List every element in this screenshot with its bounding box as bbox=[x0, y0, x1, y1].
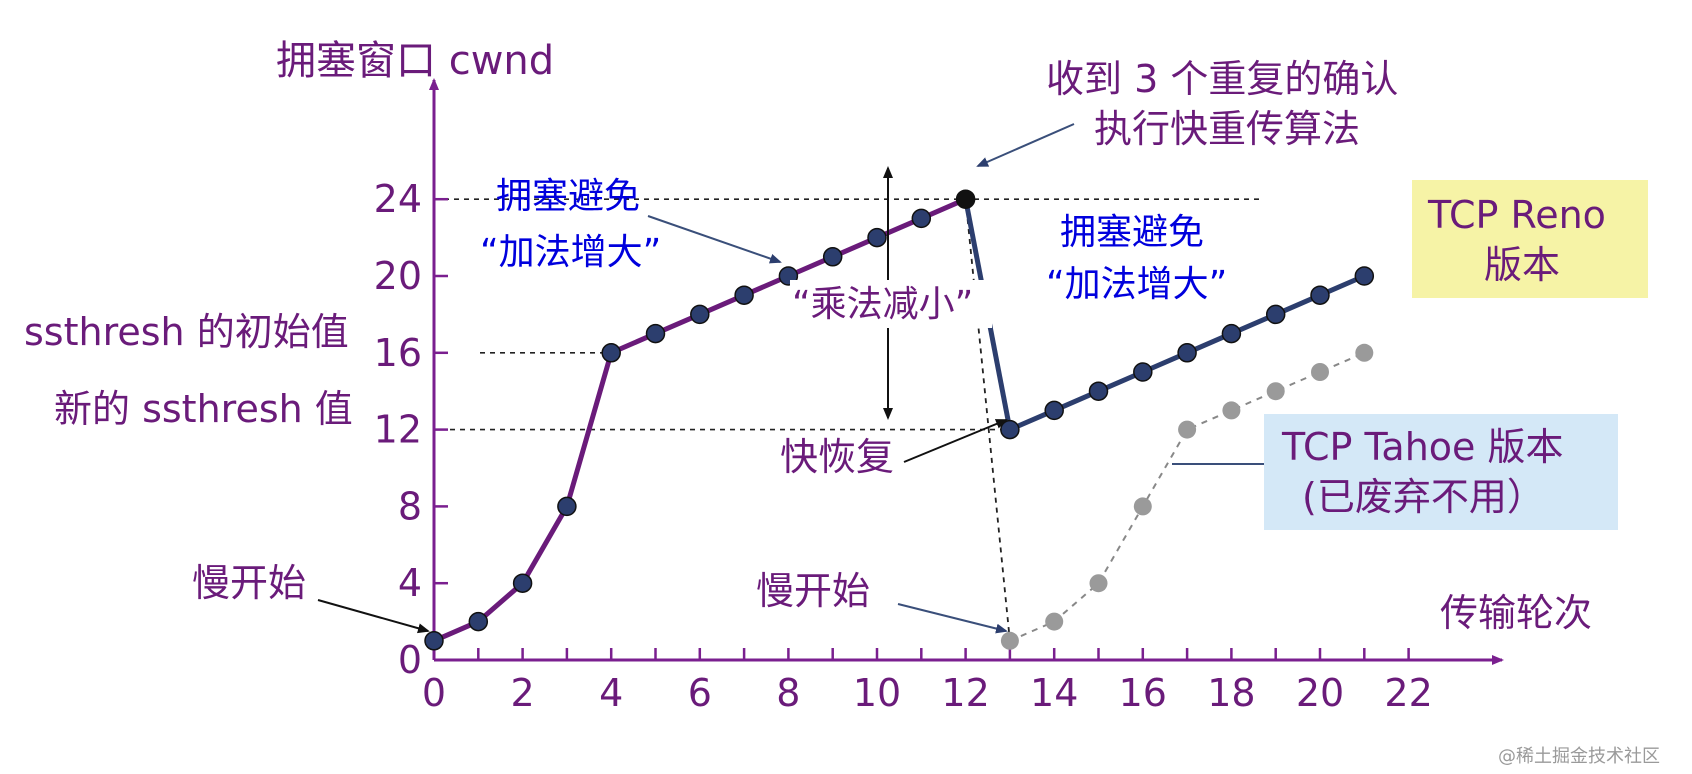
y-axis-title: 拥塞窗口 cwnd bbox=[276, 38, 554, 84]
data-point bbox=[424, 631, 444, 651]
reno-box-line2: 版本 bbox=[1484, 243, 1560, 287]
reno-box-line1: TCP Reno bbox=[1427, 193, 1606, 237]
fast-recovery-arrow bbox=[903, 419, 1008, 463]
data-point bbox=[557, 496, 577, 517]
data-point bbox=[1266, 382, 1285, 401]
series-line bbox=[1009, 351, 1365, 642]
reference-lines bbox=[434, 198, 1262, 431]
peak-point bbox=[956, 190, 975, 209]
y-tick-label: 4 bbox=[398, 561, 422, 605]
reno-box-bg bbox=[1412, 180, 1648, 298]
x-tick-label: 14 bbox=[1030, 671, 1078, 715]
x-tick-label: 12 bbox=[941, 671, 989, 715]
x-tick-label: 2 bbox=[511, 671, 535, 715]
ssthresh-new-label: 新的 ssthresh 值 bbox=[54, 387, 353, 431]
md-label-bg bbox=[790, 280, 992, 328]
y-tick-label: 0 bbox=[398, 638, 422, 682]
data-point bbox=[512, 573, 533, 593]
ca1-line2: “加法增大” bbox=[480, 232, 661, 273]
slow-start-arrow-2 bbox=[897, 603, 1008, 634]
x-tick-label: 16 bbox=[1119, 671, 1167, 715]
ca1-pointer bbox=[647, 215, 782, 264]
x-tick-label: 6 bbox=[688, 671, 712, 715]
data-point bbox=[734, 285, 754, 305]
x-tick-label: 20 bbox=[1296, 671, 1344, 715]
data-point bbox=[1221, 323, 1242, 344]
x-tick-label: 0 bbox=[422, 671, 446, 715]
data-point bbox=[1310, 285, 1330, 305]
data-point bbox=[601, 343, 621, 363]
ca2-line2: “加法增大” bbox=[1046, 264, 1227, 305]
slow-start-arrow-1 bbox=[317, 599, 430, 634]
three-dup-arrow bbox=[976, 123, 1075, 167]
data-point bbox=[1354, 266, 1375, 286]
x-tick-label: 10 bbox=[853, 671, 901, 715]
x-tick-label: 18 bbox=[1207, 671, 1255, 715]
y-tick-label: 24 bbox=[374, 177, 422, 221]
data-point bbox=[1311, 363, 1329, 381]
y-tick-label: 16 bbox=[374, 331, 422, 375]
ca2-line1: 拥塞避免 bbox=[1060, 212, 1204, 253]
x-axis-title: 传输轮次 bbox=[1440, 591, 1592, 635]
data-point bbox=[1178, 420, 1197, 439]
data-point bbox=[690, 304, 710, 325]
ssthresh-initial-label: ssthresh 的初始值 bbox=[24, 310, 349, 354]
x-tick-label: 4 bbox=[599, 671, 623, 715]
data-point bbox=[1133, 362, 1153, 382]
data-point bbox=[911, 208, 932, 229]
watermark: @稀土掘金技术社区 bbox=[1498, 746, 1660, 767]
data-point bbox=[645, 323, 666, 344]
data-point bbox=[1045, 612, 1064, 631]
data-point bbox=[1000, 631, 1019, 650]
data-point bbox=[1088, 381, 1109, 401]
tahoe-box-bg bbox=[1264, 414, 1618, 530]
axes bbox=[429, 78, 1504, 665]
y-tick-label: 8 bbox=[398, 484, 422, 528]
tahoe-box-line2: (已废弃不用） bbox=[1302, 475, 1545, 519]
y-tick-label: 20 bbox=[374, 254, 422, 298]
three-dup-line2: 执行快重传算法 bbox=[1094, 107, 1360, 151]
data-point bbox=[822, 247, 843, 267]
tahoe-legend-box: TCP Tahoe 版本 (已废弃不用） bbox=[1172, 414, 1618, 530]
fast-recovery-label: 快恢复 bbox=[780, 435, 894, 479]
data-point bbox=[1089, 574, 1108, 593]
y-tick-label: 12 bbox=[374, 408, 422, 452]
data-point bbox=[1177, 343, 1197, 363]
reno-legend-box: TCP Reno 版本 bbox=[1412, 180, 1648, 298]
data-point bbox=[1000, 419, 1020, 440]
data-point bbox=[468, 611, 489, 632]
data-point bbox=[1265, 304, 1286, 325]
data-point bbox=[1222, 401, 1241, 420]
slow-start-label-1: 慢开始 bbox=[192, 561, 306, 605]
data-point bbox=[1355, 343, 1374, 362]
slow-start-label-2: 慢开始 bbox=[756, 569, 870, 613]
x-tick-label: 8 bbox=[776, 671, 800, 715]
data-point bbox=[1133, 497, 1152, 516]
md-label: “乘法减小” bbox=[792, 284, 973, 325]
data-point bbox=[1044, 400, 1064, 421]
ca1-line1: 拥塞避免 bbox=[496, 176, 640, 217]
data-point bbox=[867, 227, 887, 248]
tahoe-box-line1: TCP Tahoe 版本 bbox=[1281, 425, 1564, 469]
three-dup-line1: 收到 3 个重复的确认 bbox=[1046, 57, 1398, 101]
x-tick-label: 22 bbox=[1384, 671, 1432, 715]
tahoe-drop-line bbox=[964, 199, 1011, 641]
